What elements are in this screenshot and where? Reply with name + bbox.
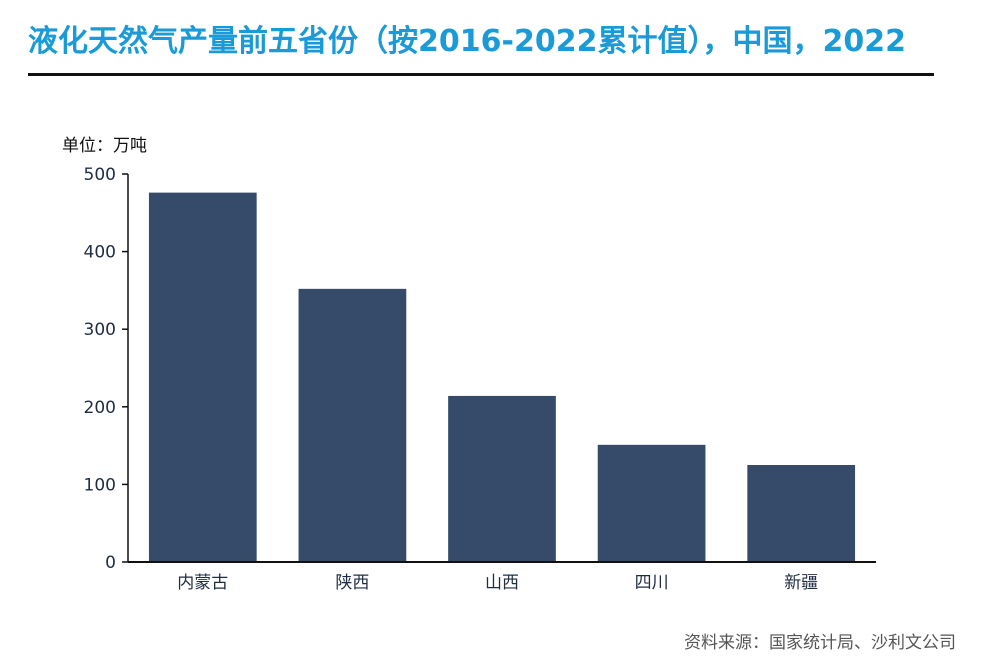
x-tick-label-3: 四川 (635, 573, 669, 593)
bar-2 (448, 395, 556, 562)
y-tick-label-1: 100 (84, 475, 116, 495)
x-tick-label-2: 山西 (485, 573, 519, 593)
bar-3 (597, 444, 706, 562)
x-tick-label-4: 新疆 (784, 573, 818, 593)
source-note: 资料来源：国家统计局、沙利文公司 (684, 633, 956, 653)
chart-title: 液化天然气产量前五省份（按2016-2022累计值），中国，2022 (28, 24, 906, 59)
title-divider (28, 73, 934, 76)
bar-1 (298, 288, 407, 562)
y-tick-label-5: 500 (84, 165, 116, 185)
bar-0 (148, 192, 257, 562)
y-tick-label-0: 0 (105, 553, 116, 573)
y-axis: 0 100 200 300 400 500 (84, 165, 129, 573)
x-axis: 内蒙古 陕西 山西 四川 新疆 (128, 561, 876, 593)
x-tick-label-1: 陕西 (335, 573, 369, 593)
bars-group (148, 192, 856, 562)
bar-4 (747, 465, 856, 562)
y-tick-label-3: 300 (84, 320, 116, 340)
unit-label: 单位：万吨 (62, 136, 147, 156)
y-tick-label-4: 400 (84, 243, 116, 263)
x-tick-label-0: 内蒙古 (177, 573, 228, 593)
y-tick-label-2: 200 (84, 398, 116, 418)
